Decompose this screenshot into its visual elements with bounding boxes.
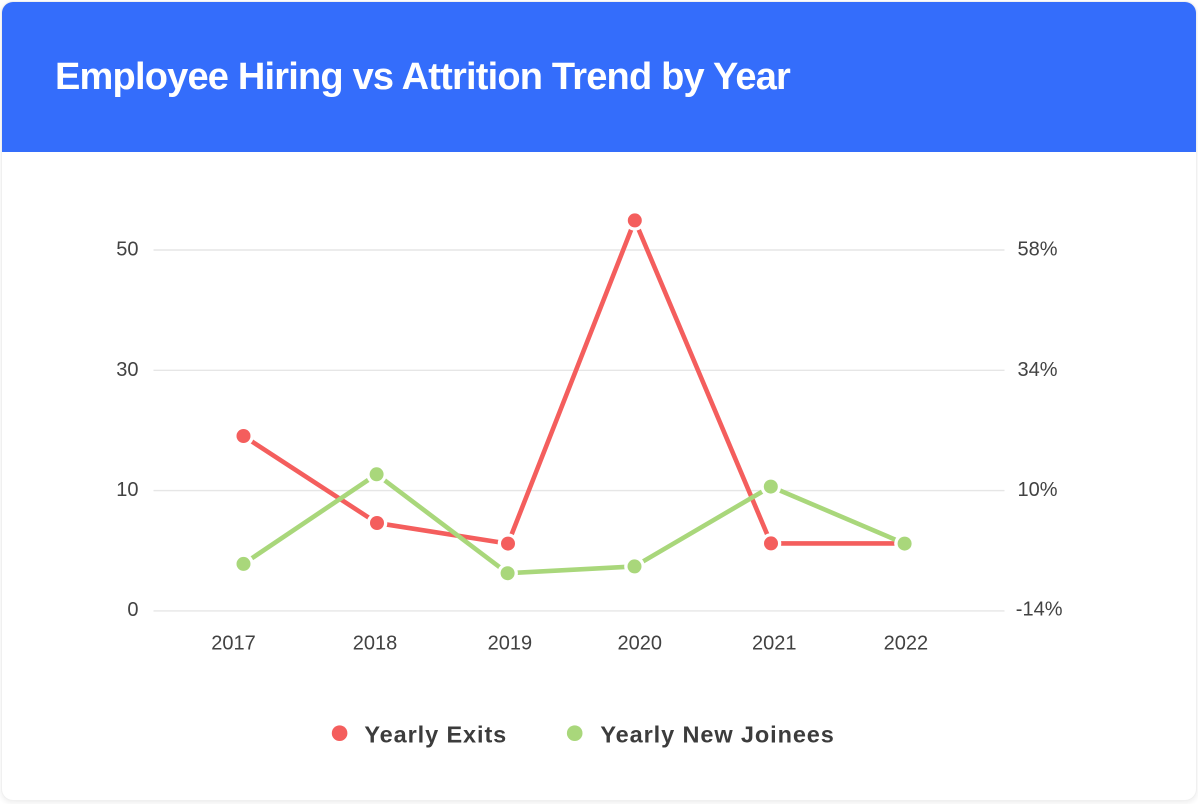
svg-text:0: 0 (127, 599, 138, 621)
svg-text:Yearly Exits: Yearly Exits (364, 721, 507, 747)
svg-text:Yearly New Joinees: Yearly New Joinees (600, 721, 834, 747)
svg-text:2022: 2022 (884, 632, 929, 654)
svg-text:30: 30 (116, 359, 138, 381)
svg-text:2020: 2020 (618, 632, 663, 654)
svg-text:34%: 34% (1018, 359, 1058, 381)
svg-text:50: 50 (116, 239, 138, 261)
svg-text:-14%: -14% (1016, 598, 1063, 620)
svg-text:10%: 10% (1018, 479, 1058, 501)
svg-text:2021: 2021 (752, 632, 797, 654)
svg-text:2018: 2018 (353, 632, 398, 654)
svg-text:2017: 2017 (211, 632, 256, 654)
svg-text:58%: 58% (1018, 239, 1058, 261)
svg-text:10: 10 (116, 479, 138, 501)
svg-text:2019: 2019 (488, 632, 533, 654)
